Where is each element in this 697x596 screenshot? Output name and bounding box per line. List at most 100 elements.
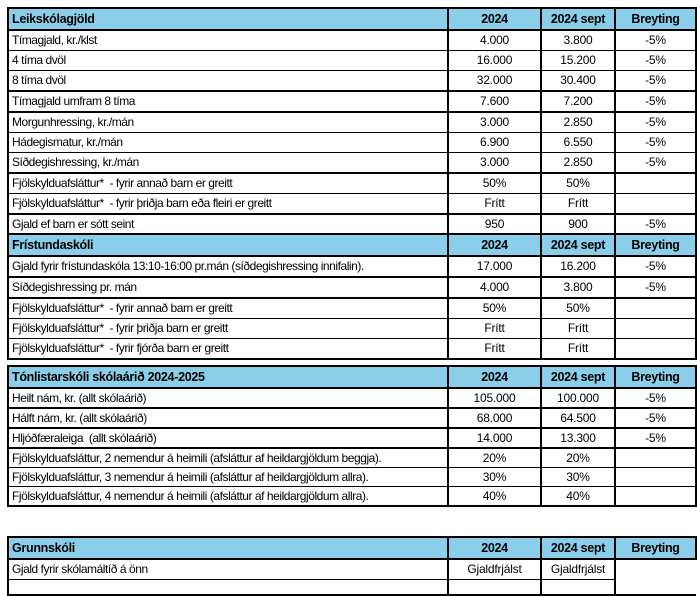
value-2024: 40% bbox=[447, 486, 542, 507]
table-row: Fjölskylduafsláttur, 4 nemendur á heimil… bbox=[7, 486, 697, 507]
value-breyting: -5% bbox=[614, 132, 697, 153]
column-header-2024-sept: 2024 sept bbox=[540, 233, 616, 257]
row-label: Fjölskylduafsláttur* - fyrir þriðja barn… bbox=[7, 193, 449, 215]
value-2024: Frítt bbox=[447, 338, 542, 360]
row-label: 8 tíma dvöl bbox=[7, 70, 449, 92]
row-label: Tímagjald, kr./klst bbox=[7, 29, 449, 51]
value-breyting bbox=[614, 447, 697, 468]
column-header-2024-sept: 2024 sept bbox=[540, 7, 616, 31]
value-breyting bbox=[614, 172, 697, 194]
value-breyting: -5% bbox=[614, 111, 697, 133]
table-header-row: Grunnskóli 2024 2024 sept Breyting bbox=[7, 536, 697, 560]
value-2024: 14.000 bbox=[447, 427, 542, 449]
table-row: Tímagjald umfram 8 tíma 7.600 7.200 -5% bbox=[7, 90, 697, 113]
table-header-row: Tónlistarskóli skólaárið 2024-2025 2024 … bbox=[7, 365, 697, 389]
value-breyting: -5% bbox=[614, 50, 697, 71]
value-breyting: -5% bbox=[614, 387, 697, 409]
table-row: Fjölskylduafsláttur* - fyrir þriðja barn… bbox=[7, 318, 697, 339]
value-2024-sept: 30% bbox=[540, 467, 616, 487]
column-header-2024: 2024 bbox=[447, 536, 542, 560]
value-2024: Frítt bbox=[447, 193, 542, 215]
table-row: Hljóðfæraleiga (allt skólaárið) 14.000 1… bbox=[7, 427, 697, 449]
table-title: Frístundaskóli bbox=[7, 233, 449, 257]
table-row: Heilt nám, kr. (allt skólaárið) 105.000 … bbox=[7, 387, 697, 409]
value-2024: 4.000 bbox=[447, 276, 542, 299]
value-2024: 3.000 bbox=[447, 152, 542, 174]
row-label: Fjölskylduafsláttur* - fyrir annað barn … bbox=[7, 172, 449, 194]
value-2024-sept: 3.800 bbox=[540, 29, 616, 51]
value-2024: 17.000 bbox=[447, 255, 542, 278]
value-breyting bbox=[614, 297, 697, 319]
value-2024-sept: 2.850 bbox=[540, 152, 616, 174]
value-2024: 30% bbox=[447, 467, 542, 487]
value-breyting bbox=[614, 338, 697, 360]
value-breyting: -5% bbox=[614, 407, 697, 429]
table-row: Morgunhressing, kr./mán 3.000 2.850 -5% bbox=[7, 111, 697, 133]
row-label: Tímagjald umfram 8 tíma bbox=[7, 90, 449, 113]
row-label: Gjald fyrir frístundaskóla 13:10-16:00 p… bbox=[7, 255, 449, 278]
row-label bbox=[7, 579, 449, 595]
row-label: Hljóðfæraleiga (allt skólaárið) bbox=[7, 427, 449, 449]
value-2024-sept: 7.200 bbox=[540, 90, 616, 113]
column-header-2024: 2024 bbox=[447, 233, 542, 257]
column-header-2024: 2024 bbox=[447, 365, 542, 389]
table-row: Fjölskylduafsláttur, 3 nemendur á heimil… bbox=[7, 467, 697, 487]
column-header-2024-sept: 2024 sept bbox=[540, 365, 616, 389]
value-breyting bbox=[614, 193, 697, 215]
table-title: Tónlistarskóli skólaárið 2024-2025 bbox=[7, 365, 449, 389]
value-2024-sept: 100.000 bbox=[540, 387, 616, 409]
value-2024-sept: Frítt bbox=[540, 318, 616, 339]
column-header-2024: 2024 bbox=[447, 7, 542, 31]
value-breyting: -5% bbox=[614, 213, 697, 236]
table-row: Tímagjald, kr./klst 4.000 3.800 -5% bbox=[7, 29, 697, 51]
table-row: Síðdegishressing pr. mán 4.000 3.800 -5% bbox=[7, 276, 697, 299]
table-header-row: Leikskólagjöld 2024 2024 sept Breyting bbox=[7, 7, 697, 31]
value-breyting bbox=[614, 467, 697, 487]
value-breyting: -5% bbox=[614, 427, 697, 449]
value-breyting: -5% bbox=[614, 152, 697, 174]
table-row: Fjölskylduafsláttur* - fyrir þriðja barn… bbox=[7, 193, 697, 215]
column-header-breyting: Breyting bbox=[614, 233, 697, 257]
cutoff-row bbox=[7, 579, 696, 595]
value-2024-sept: 900 bbox=[540, 213, 616, 236]
table-grunnskoli: Grunnskóli 2024 2024 sept Breyting Gjald… bbox=[7, 536, 697, 596]
value-breyting: -5% bbox=[614, 29, 697, 51]
value-breyting: -5% bbox=[614, 70, 697, 92]
row-label: Síðdegishressing, kr./mán bbox=[7, 152, 449, 174]
value-2024: 20% bbox=[447, 447, 542, 468]
row-label: Hádegismatur, kr./mán bbox=[7, 132, 449, 153]
value-2024-sept: 13.300 bbox=[540, 427, 616, 449]
value-2024-sept: 40% bbox=[540, 486, 616, 507]
table-leikskolagjold: Leikskólagjöld 2024 2024 sept Breyting T… bbox=[7, 7, 697, 236]
value-2024: Gjaldfrjálst bbox=[447, 558, 542, 580]
row-label: Fjölskylduafsláttur* - fyrir fjórða barn… bbox=[7, 338, 449, 360]
value-breyting bbox=[614, 579, 696, 595]
value-2024: 7.600 bbox=[447, 90, 542, 113]
value-2024: 68.000 bbox=[447, 407, 542, 429]
row-label: Fjölskylduafsláttur* - fyrir þriðja barn… bbox=[7, 318, 449, 339]
value-2024-sept bbox=[540, 579, 616, 595]
table-header-row: Frístundaskóli 2024 2024 sept Breyting bbox=[7, 233, 697, 257]
row-label: Fjölskylduafsláttur, 4 nemendur á heimil… bbox=[7, 486, 449, 507]
table-title: Grunnskóli bbox=[7, 536, 449, 560]
table-row: 4 tíma dvöl 16.000 15.200 -5% bbox=[7, 50, 697, 71]
table-fristundaskoli: Frístundaskóli 2024 2024 sept Breyting G… bbox=[7, 233, 697, 360]
value-2024-sept: 3.800 bbox=[540, 276, 616, 299]
table-row: Fjölskylduafsláttur* - fyrir fjórða barn… bbox=[7, 338, 697, 360]
value-breyting: -5% bbox=[614, 255, 697, 278]
value-2024-sept: 20% bbox=[540, 447, 616, 468]
table-row: Fjölskylduafsláttur, 2 nemendur á heimil… bbox=[7, 447, 697, 468]
value-2024-sept: 64.500 bbox=[540, 407, 616, 429]
value-2024-sept: 50% bbox=[540, 172, 616, 194]
table-row: Hádegismatur, kr./mán 6.900 6.550 -5% bbox=[7, 132, 697, 153]
column-header-2024-sept: 2024 sept bbox=[540, 536, 616, 560]
value-2024: Frítt bbox=[447, 318, 542, 339]
row-label: Fjölskylduafsláttur, 3 nemendur á heimil… bbox=[7, 467, 449, 487]
value-2024: 3.000 bbox=[447, 111, 542, 133]
value-2024: 950 bbox=[447, 213, 542, 236]
row-label: 4 tíma dvöl bbox=[7, 50, 449, 71]
row-label: Heilt nám, kr. (allt skólaárið) bbox=[7, 387, 449, 409]
table-row: Hálft nám, kr. (allt skólaárið) 68.000 6… bbox=[7, 407, 697, 429]
value-2024-sept: Frítt bbox=[540, 338, 616, 360]
value-breyting bbox=[614, 318, 697, 339]
